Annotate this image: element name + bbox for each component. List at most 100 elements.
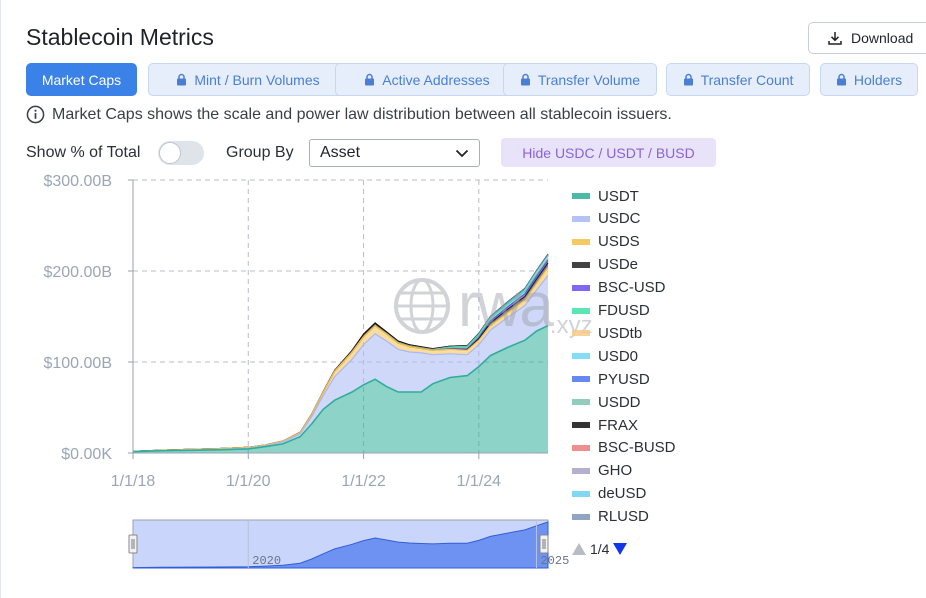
page-title: Stablecoin Metrics — [26, 24, 214, 50]
tab-holders[interactable]: Holders — [820, 63, 918, 96]
tab-label: Holders — [853, 71, 903, 88]
area-usdc — [133, 275, 548, 452]
tab-transfer-volume[interactable]: Transfer Volume — [503, 63, 657, 96]
legend-swatch — [572, 330, 590, 337]
legend-label: USDS — [598, 233, 640, 251]
legend-item-usdtb[interactable]: USDtb — [572, 323, 642, 343]
tab-label: Transfer Volume — [537, 71, 641, 88]
y-tick-label: $300.00B — [43, 173, 112, 190]
legend-swatch — [572, 444, 590, 451]
globe-icon — [394, 277, 450, 334]
range-navigator[interactable]: 2020 2025 — [128, 519, 569, 569]
legend-page-text: 1/4 — [590, 541, 610, 557]
legend-label: FRAX — [598, 416, 639, 434]
info-text: Market Caps shows the scale and power la… — [52, 105, 672, 123]
legend-label: USDtb — [598, 324, 643, 342]
chart-axes: $0.00K $100.00B $200.00B $300.00B 1/1/18 1/1/… — [43, 173, 548, 490]
group-by-value: Asset — [320, 144, 361, 161]
lock-icon — [683, 73, 693, 86]
area-usdt — [133, 325, 548, 453]
legend-label: deUSD — [598, 485, 647, 503]
legend-item-fdusd[interactable]: FDUSD — [572, 301, 650, 321]
download-label: Download — [851, 30, 914, 46]
navigator-tick-label: 2025 — [540, 554, 569, 568]
legend-item-usd0[interactable]: USD0 — [572, 346, 638, 366]
legend-item-usde[interactable]: USDe — [572, 255, 638, 275]
lock-icon — [177, 73, 187, 86]
legend-item-usds[interactable]: USDS — [572, 232, 640, 252]
download-icon — [828, 32, 842, 45]
navigator-tick-label: 2020 — [252, 554, 281, 568]
legend-page-up-icon[interactable] — [572, 543, 586, 555]
group-by-select[interactable]: Asset — [309, 139, 480, 167]
tab-active-addresses[interactable]: Active Addresses — [335, 63, 519, 96]
legend-item-bsc-usd[interactable]: BSC-USD — [572, 278, 666, 298]
legend-swatch — [572, 193, 590, 199]
info-icon — [26, 105, 45, 124]
legend-label: BSC-USD — [598, 279, 666, 297]
y-tick-label: $200.00B — [43, 264, 112, 281]
legend-swatch — [572, 284, 590, 291]
tab-market-caps[interactable]: Market Caps — [26, 63, 137, 96]
navigator-left-handle[interactable] — [128, 534, 138, 554]
lock-icon — [365, 73, 375, 86]
info-row: Market Caps shows the scale and power la… — [26, 105, 672, 124]
tab-label: Mint / Burn Volumes — [194, 71, 320, 88]
navigator-right-handle[interactable] — [539, 534, 549, 554]
legend-label: PYUSD — [598, 370, 650, 388]
legend-swatch — [572, 399, 590, 406]
legend-item-usdt[interactable]: USDT — [572, 186, 639, 206]
page-left-border — [0, 0, 1, 598]
show-pct-toggle[interactable] — [158, 141, 204, 165]
x-tick-label: 1/1/18 — [111, 473, 156, 490]
legend-item-frax[interactable]: FRAX — [572, 415, 638, 435]
x-tick-label: 1/1/24 — [457, 473, 502, 490]
watermark: rwa .xyz — [392, 270, 593, 341]
legend-label: USDe — [598, 256, 639, 274]
legend-swatch — [572, 513, 590, 520]
legend-swatch — [572, 467, 590, 474]
legend-label: USDT — [598, 187, 639, 205]
legend-item-usdd[interactable]: USDD — [572, 392, 641, 412]
legend-swatch — [572, 490, 590, 497]
download-button[interactable]: Download — [808, 22, 926, 54]
navigator-series — [132, 521, 549, 569]
chevron-down-icon — [455, 149, 469, 157]
tab-label: Active Addresses — [382, 71, 490, 88]
legend-page-down-icon[interactable] — [613, 543, 628, 555]
legend-item-usdc[interactable]: USDC — [572, 209, 641, 229]
legend-swatch — [572, 215, 590, 222]
legend-label: GHO — [598, 462, 633, 480]
group-by-label: Group By — [226, 144, 294, 161]
legend-item-rlusd[interactable]: RLUSD — [572, 507, 649, 527]
legend-label: FDUSD — [598, 302, 650, 319]
hide-major-stablecoins-button[interactable]: Hide USDC / USDT / BUSD — [501, 138, 716, 167]
legend-label: USDC — [598, 210, 641, 228]
tab-transfer-count[interactable]: Transfer Count — [666, 63, 810, 96]
x-tick-label: 1/1/22 — [341, 473, 386, 490]
x-tick-label: 1/1/20 — [226, 473, 271, 490]
legend-label: USDD — [598, 393, 641, 411]
legend-label: BSC-BUSD — [598, 439, 676, 457]
legend-swatch — [572, 307, 590, 314]
tab-label: Transfer Count — [700, 71, 794, 88]
legend-swatch — [572, 238, 590, 245]
legend-item-bsc-busd[interactable]: BSC-BUSD — [572, 438, 676, 458]
legend-swatch — [572, 261, 590, 268]
y-tick-label: $0.00K — [61, 446, 112, 463]
legend-label: USD0 — [598, 347, 639, 365]
legend-item-gho[interactable]: GHO — [572, 461, 632, 481]
legend-item-pyusd[interactable]: PYUSD — [572, 369, 650, 389]
legend-pager: 1/4 — [572, 541, 628, 557]
legend-swatch — [572, 376, 590, 383]
series-line-usds — [132, 267, 549, 452]
tab-mint-burn-volumes[interactable]: Mint / Burn Volumes — [148, 63, 348, 96]
series-line-usdt — [132, 324, 549, 453]
legend-swatch — [572, 422, 590, 428]
lock-icon — [836, 73, 846, 86]
lock-icon — [520, 73, 530, 86]
show-pct-label: Show % of Total — [26, 144, 141, 161]
legend-item-deusd[interactable]: deUSD — [572, 484, 646, 504]
legend-label: RLUSD — [598, 508, 649, 526]
